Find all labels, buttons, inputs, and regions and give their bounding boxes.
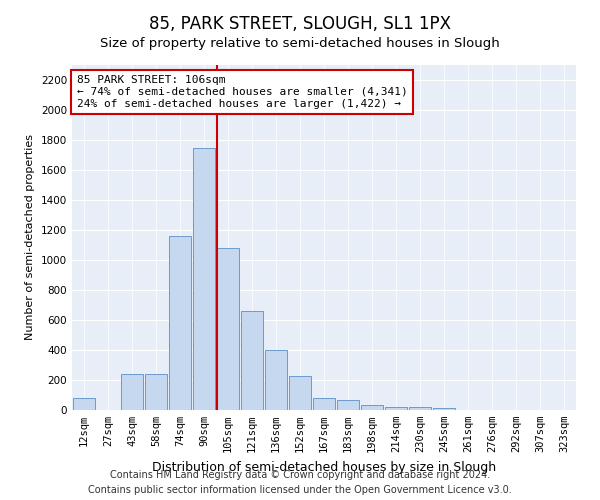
Bar [241,311,263,410]
Text: Contains HM Land Registry data © Crown copyright and database right 2024.: Contains HM Land Registry data © Crown c… [110,470,490,480]
Bar [361,405,383,410]
Text: Size of property relative to semi-detached houses in Slough: Size of property relative to semi-detach… [100,38,500,51]
Text: Contains public sector information licensed under the Open Government Licence v3: Contains public sector information licen… [88,485,512,495]
Text: 85, PARK STREET, SLOUGH, SL1 1PX: 85, PARK STREET, SLOUGH, SL1 1PX [149,15,451,33]
Bar [409,407,431,410]
Bar [193,148,215,410]
Text: 85 PARK STREET: 106sqm
← 74% of semi-detached houses are smaller (4,341)
24% of : 85 PARK STREET: 106sqm ← 74% of semi-det… [77,76,408,108]
X-axis label: Distribution of semi-detached houses by size in Slough: Distribution of semi-detached houses by … [152,460,496,473]
Bar [289,376,311,410]
Bar [337,400,359,410]
Bar [73,398,95,410]
Bar [121,374,143,410]
Bar [265,350,287,410]
Bar [169,236,191,410]
Bar [313,398,335,410]
Y-axis label: Number of semi-detached properties: Number of semi-detached properties [25,134,35,340]
Bar [145,374,167,410]
Bar [385,407,407,410]
Bar [433,408,455,410]
Bar [217,248,239,410]
